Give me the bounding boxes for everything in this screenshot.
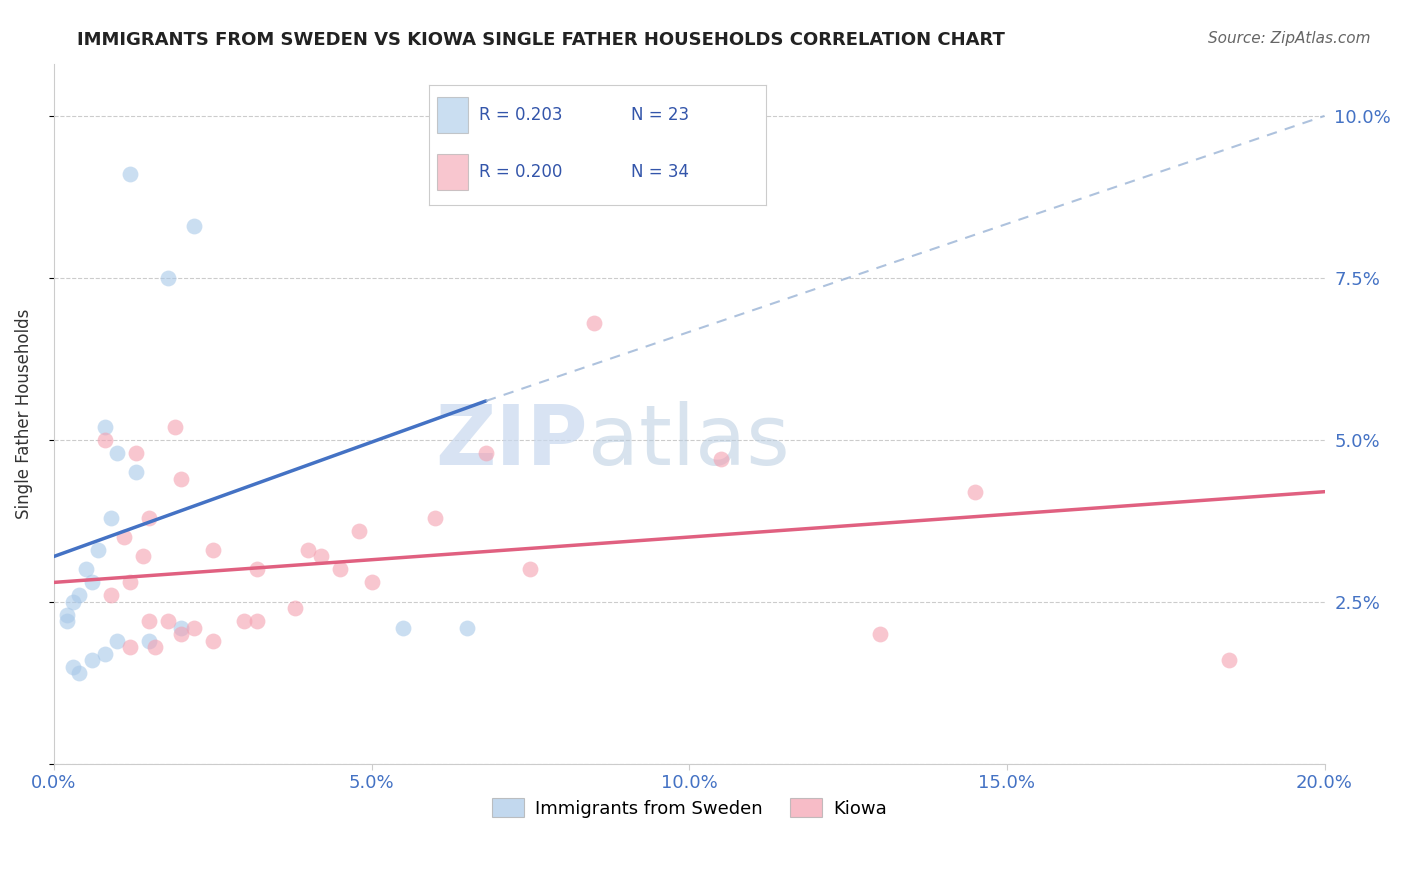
- Y-axis label: Single Father Households: Single Father Households: [15, 309, 32, 519]
- Point: [93, 433, 115, 447]
- Text: N = 23: N = 23: [631, 106, 689, 124]
- Point: [163, 420, 186, 434]
- Point: [80, 575, 103, 590]
- Point: [87, 543, 110, 558]
- Point: [284, 601, 307, 615]
- Point: [475, 446, 498, 460]
- Point: [93, 420, 115, 434]
- Point: [93, 647, 115, 661]
- Point: [710, 452, 733, 467]
- Point: [120, 167, 142, 181]
- Point: [75, 562, 97, 576]
- Point: [125, 446, 148, 460]
- Point: [456, 621, 478, 635]
- Point: [297, 543, 319, 558]
- Point: [125, 465, 148, 479]
- Point: [392, 621, 415, 635]
- Point: [105, 446, 128, 460]
- FancyBboxPatch shape: [437, 97, 468, 133]
- Point: [309, 549, 332, 564]
- Point: [138, 510, 160, 524]
- Point: [62, 659, 84, 673]
- Point: [519, 562, 541, 576]
- Point: [347, 524, 370, 538]
- Legend: Immigrants from Sweden, Kiowa: Immigrants from Sweden, Kiowa: [485, 791, 894, 825]
- Point: [100, 588, 122, 602]
- Point: [201, 633, 224, 648]
- Point: [55, 607, 77, 622]
- Point: [246, 562, 269, 576]
- Point: [170, 621, 193, 635]
- Point: [105, 633, 128, 648]
- Point: [138, 615, 160, 629]
- Point: [183, 219, 205, 233]
- Point: [112, 530, 135, 544]
- Point: [132, 549, 155, 564]
- Point: [157, 271, 180, 285]
- Point: [360, 575, 382, 590]
- Point: [423, 510, 446, 524]
- Text: N = 34: N = 34: [631, 163, 689, 181]
- Point: [62, 595, 84, 609]
- Point: [1218, 653, 1240, 667]
- Text: IMMIGRANTS FROM SWEDEN VS KIOWA SINGLE FATHER HOUSEHOLDS CORRELATION CHART: IMMIGRANTS FROM SWEDEN VS KIOWA SINGLE F…: [77, 31, 1005, 49]
- Point: [329, 562, 352, 576]
- Point: [233, 615, 256, 629]
- Point: [157, 615, 180, 629]
- Text: atlas: atlas: [588, 401, 789, 483]
- Point: [183, 621, 205, 635]
- Text: Source: ZipAtlas.com: Source: ZipAtlas.com: [1208, 31, 1371, 46]
- Text: R = 0.203: R = 0.203: [479, 106, 562, 124]
- Text: ZIP: ZIP: [434, 401, 588, 483]
- Point: [138, 633, 160, 648]
- Point: [67, 588, 90, 602]
- Point: [582, 316, 605, 330]
- Text: R = 0.200: R = 0.200: [479, 163, 562, 181]
- Point: [201, 543, 224, 558]
- Point: [100, 510, 122, 524]
- Point: [170, 472, 193, 486]
- Point: [145, 640, 167, 655]
- Point: [120, 640, 142, 655]
- Point: [246, 615, 269, 629]
- Point: [80, 653, 103, 667]
- FancyBboxPatch shape: [437, 154, 468, 190]
- Point: [55, 615, 77, 629]
- Point: [869, 627, 891, 641]
- Point: [965, 484, 987, 499]
- Point: [67, 666, 90, 681]
- Point: [170, 627, 193, 641]
- Point: [120, 575, 142, 590]
